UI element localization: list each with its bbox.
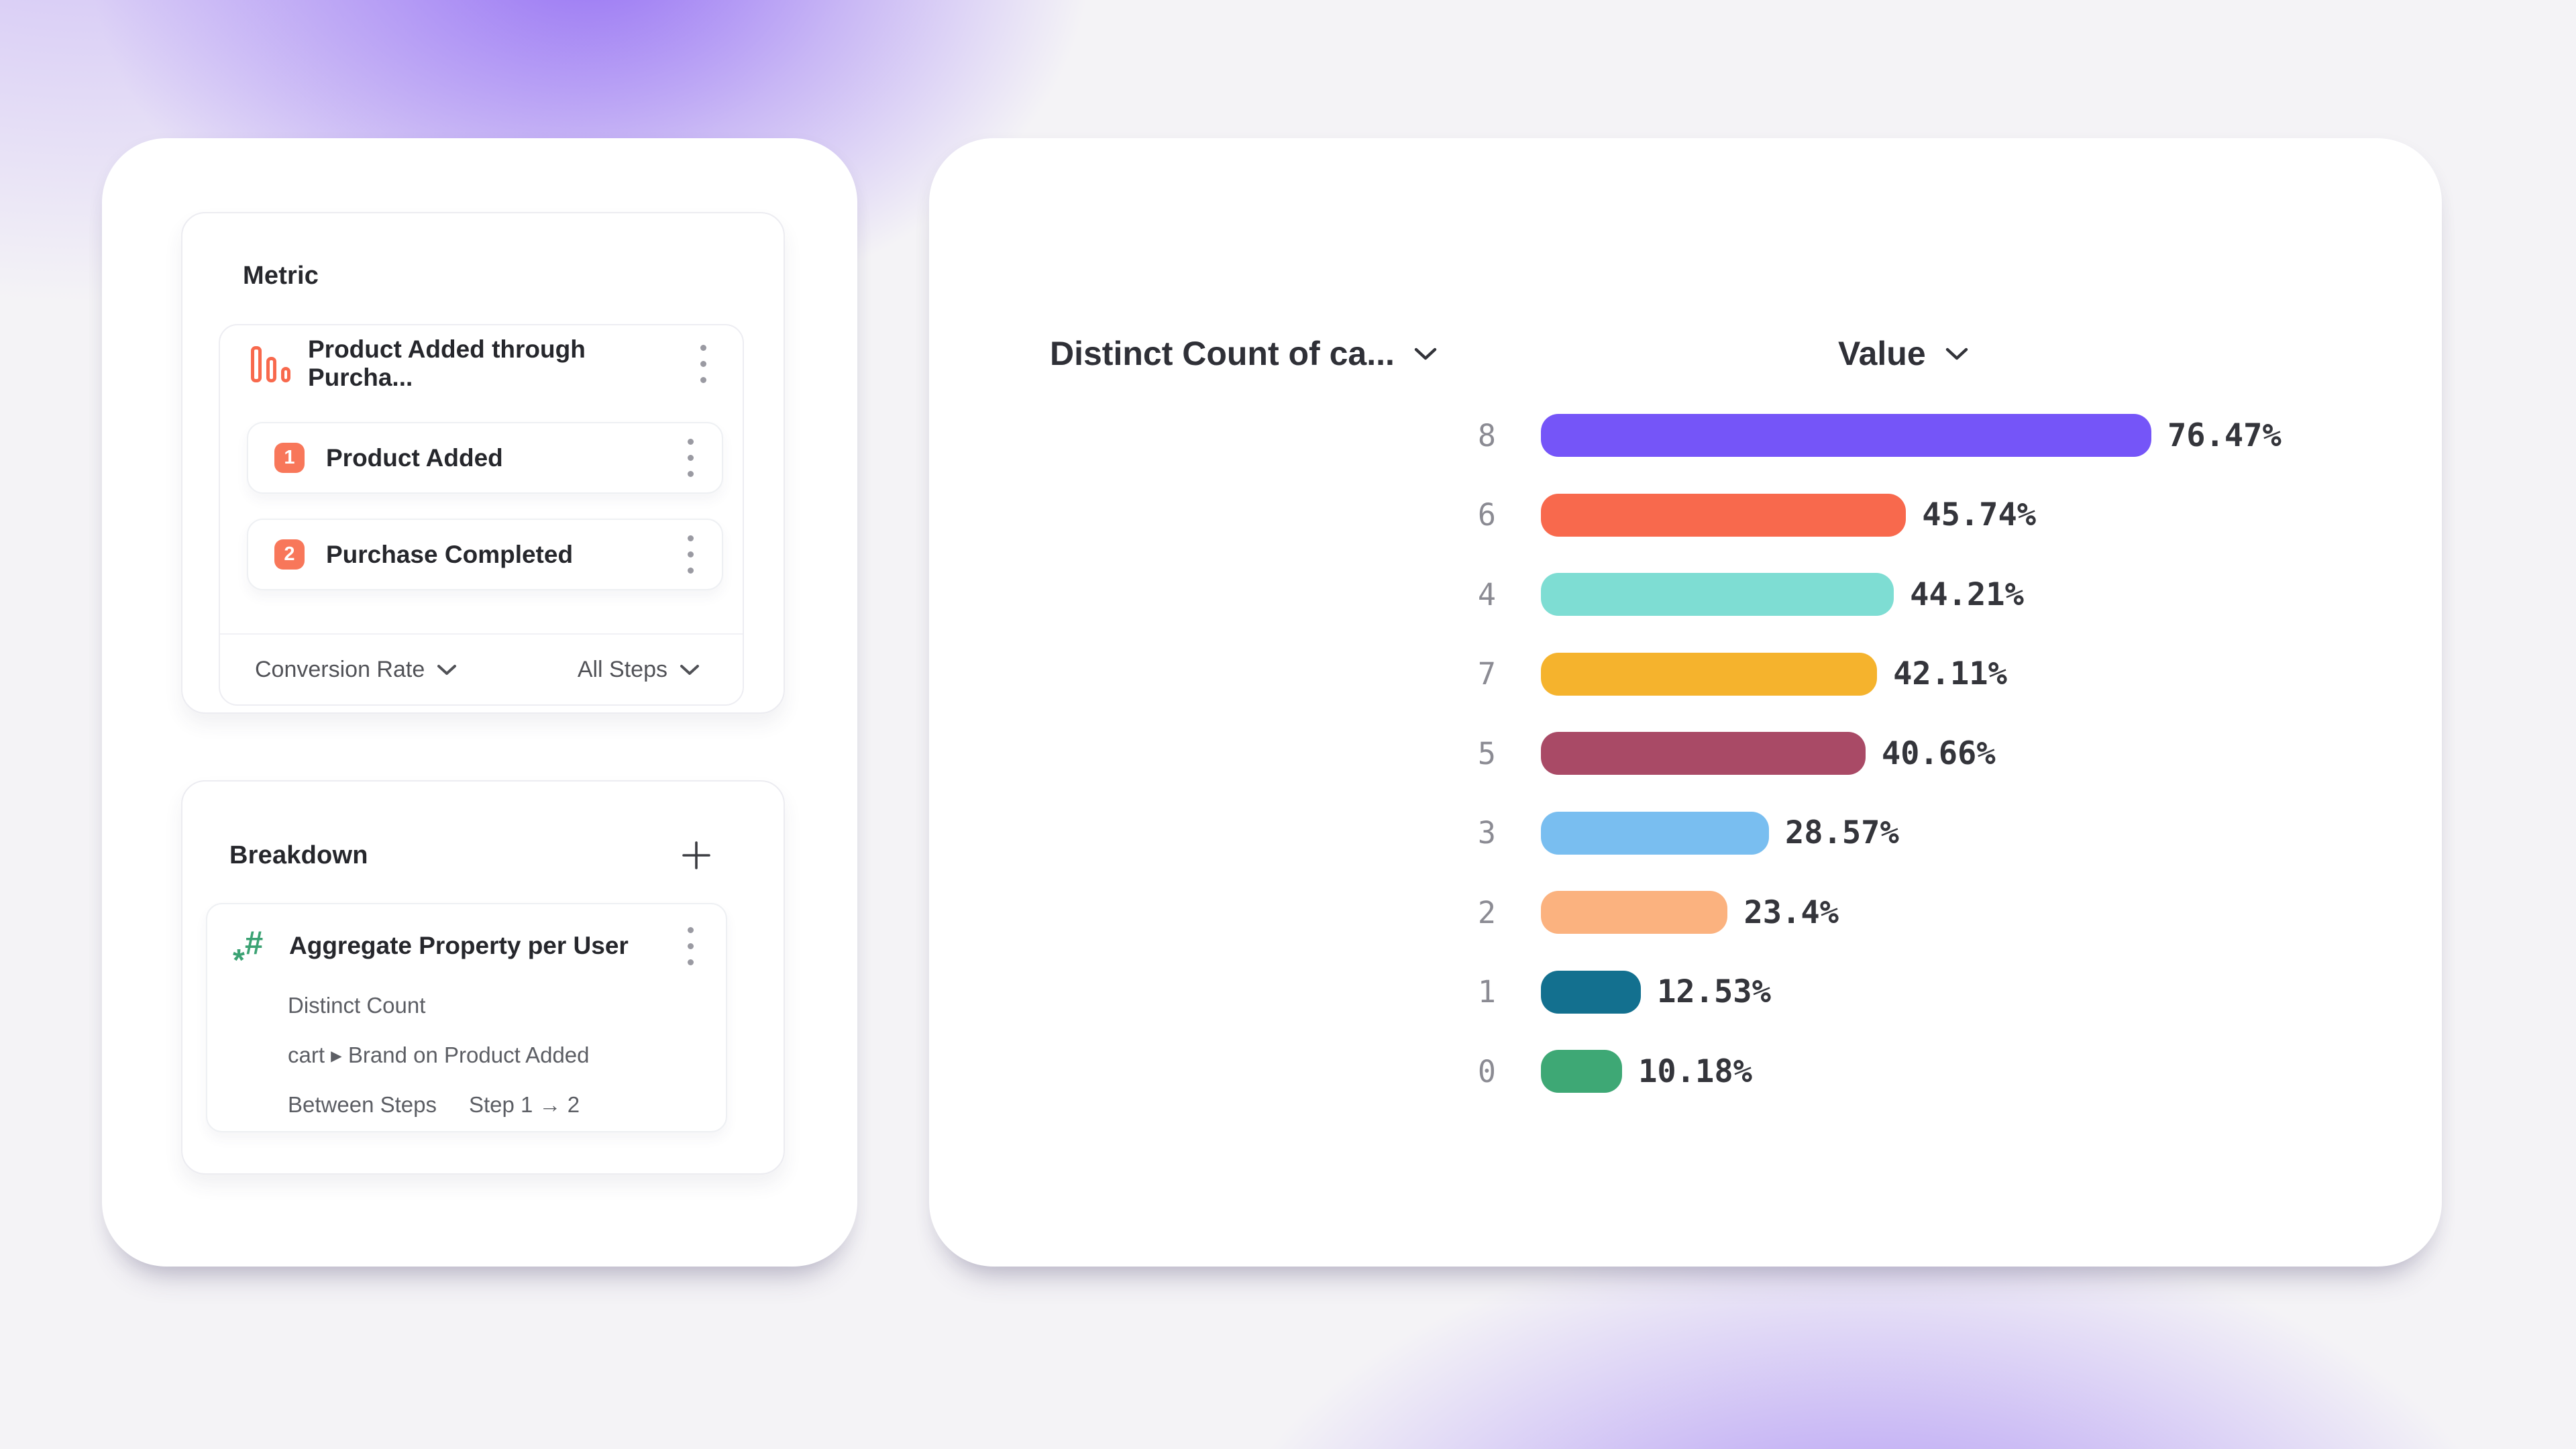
breakdown-panel: Breakdown # * Aggregate Property per User… bbox=[181, 780, 785, 1175]
value-label: 42.11% bbox=[1893, 655, 2007, 692]
breakdown-kebab-menu-icon[interactable] bbox=[682, 922, 699, 971]
chevron-down-icon bbox=[680, 664, 699, 675]
chart-row: 8 76.47% bbox=[1409, 414, 2282, 457]
step-2-label: Purchase Completed bbox=[326, 540, 574, 568]
value-label: 10.18% bbox=[1638, 1053, 1752, 1090]
chevron-down-icon bbox=[1945, 347, 1968, 360]
chevron-down-icon bbox=[1414, 347, 1437, 360]
breakdown-property-header: # * Aggregate Property per User bbox=[207, 904, 726, 981]
measure-dropdown[interactable]: Conversion Rate bbox=[255, 657, 457, 683]
step-1-kebab-menu-icon[interactable] bbox=[682, 433, 699, 482]
metric-event-label: Product Added through Purcha... bbox=[308, 335, 586, 391]
metric-kebab-menu-icon[interactable] bbox=[695, 339, 712, 388]
chart-category-header[interactable]: Distinct Count of ca... bbox=[1050, 334, 1438, 373]
steps-scope-dropdown[interactable]: All Steps bbox=[578, 657, 700, 683]
chevron-down-icon bbox=[437, 664, 457, 675]
category-label: 2 bbox=[1477, 894, 1496, 930]
category-label: 8 bbox=[1477, 417, 1496, 453]
chart-row: 0 10.18% bbox=[1409, 1050, 2282, 1093]
metric-event-row[interactable]: Product Added through Purcha... bbox=[220, 325, 743, 402]
category-label: 1 bbox=[1477, 974, 1496, 1010]
category-label: 4 bbox=[1477, 576, 1496, 612]
step-2-badge: 2 bbox=[274, 539, 305, 570]
chart-rows: 8 76.47% 6 45.74% 4 44.21% 7 42.11% 5 40.66% 3 28.5… bbox=[1409, 414, 2282, 1130]
value-bar[interactable] bbox=[1541, 811, 1769, 855]
category-label: 0 bbox=[1477, 1053, 1496, 1089]
chart-row: 2 23.4% bbox=[1409, 891, 2282, 934]
measure-dropdown-label: Conversion Rate bbox=[255, 656, 425, 682]
value-label: 12.53% bbox=[1657, 973, 1771, 1010]
metric-definition-box: Product Added through Purcha... 1 Produc… bbox=[219, 324, 744, 706]
metric-footer: Conversion Rate All Steps bbox=[220, 633, 743, 704]
category-label: 5 bbox=[1477, 735, 1496, 771]
between-steps-label: Between Steps bbox=[288, 1092, 437, 1117]
value-label: 44.21% bbox=[1910, 576, 2024, 613]
value-bar[interactable] bbox=[1541, 414, 2151, 457]
plus-icon bbox=[682, 841, 710, 869]
chart-row: 4 44.21% bbox=[1409, 573, 2282, 616]
between-steps-value: Step 1 → 2 bbox=[468, 1092, 580, 1117]
chart-category-header-label: Distinct Count of ca... bbox=[1050, 335, 1395, 372]
value-label: 23.4% bbox=[1743, 894, 1839, 931]
value-label: 40.66% bbox=[1881, 735, 1996, 772]
metric-panel: Metric Product Added through Purcha... 1… bbox=[181, 212, 785, 714]
breakdown-property-path: cart ▸ Brand on Product Added bbox=[288, 1042, 590, 1067]
value-bar[interactable] bbox=[1541, 970, 1642, 1014]
steps-scope-dropdown-label: All Steps bbox=[577, 656, 667, 682]
chart-row: 6 45.74% bbox=[1409, 493, 2282, 537]
value-bar[interactable] bbox=[1541, 732, 1866, 775]
chart-value-header-label: Value bbox=[1838, 335, 1926, 372]
category-label: 6 bbox=[1477, 497, 1496, 533]
chart-card: Distinct Count of ca... Value 8 76.47% 6 45… bbox=[929, 138, 2442, 1267]
breakdown-header: Breakdown bbox=[182, 782, 784, 873]
chart-row: 3 28.57% bbox=[1409, 811, 2282, 855]
step-2-kebab-menu-icon[interactable] bbox=[682, 530, 699, 579]
breakdown-property-card[interactable]: # * Aggregate Property per User Distinct … bbox=[206, 903, 727, 1132]
step-1-badge: 1 bbox=[274, 443, 305, 473]
value-bar[interactable] bbox=[1541, 493, 1907, 537]
hash-aggregate-icon: # * bbox=[233, 925, 264, 977]
category-label: 3 bbox=[1477, 815, 1496, 851]
value-bar[interactable] bbox=[1541, 891, 1728, 934]
chart-row: 7 42.11% bbox=[1409, 652, 2282, 696]
breakdown-property-title: Aggregate Property per User bbox=[289, 932, 629, 959]
step-1-label: Product Added bbox=[326, 443, 503, 472]
query-builder-card: Metric Product Added through Purcha... 1… bbox=[102, 138, 857, 1267]
breakdown-aggregation: Distinct Count bbox=[288, 993, 426, 1018]
value-bar[interactable] bbox=[1541, 1050, 1623, 1093]
chart-value-header[interactable]: Value bbox=[1838, 334, 1969, 373]
value-label: 45.74% bbox=[1922, 496, 2037, 533]
value-bar[interactable] bbox=[1541, 652, 1878, 696]
chart-row: 5 40.66% bbox=[1409, 732, 2282, 775]
breakdown-between-steps: Between Steps Step 1 → 2 bbox=[288, 1080, 726, 1130]
category-label: 7 bbox=[1477, 656, 1496, 692]
metric-panel-title: Metric bbox=[243, 262, 319, 290]
funnel-step-1[interactable]: 1 Product Added bbox=[247, 422, 723, 494]
value-label: 28.57% bbox=[1784, 814, 1899, 851]
chart-row: 1 12.53% bbox=[1409, 970, 2282, 1014]
value-bar[interactable] bbox=[1541, 573, 1894, 616]
value-label: 76.47% bbox=[2167, 417, 2282, 454]
funnel-step-2[interactable]: 2 Purchase Completed bbox=[247, 519, 723, 590]
breakdown-panel-title: Breakdown bbox=[229, 841, 368, 869]
funnel-bars-icon bbox=[251, 345, 290, 382]
add-breakdown-button[interactable] bbox=[679, 838, 714, 873]
